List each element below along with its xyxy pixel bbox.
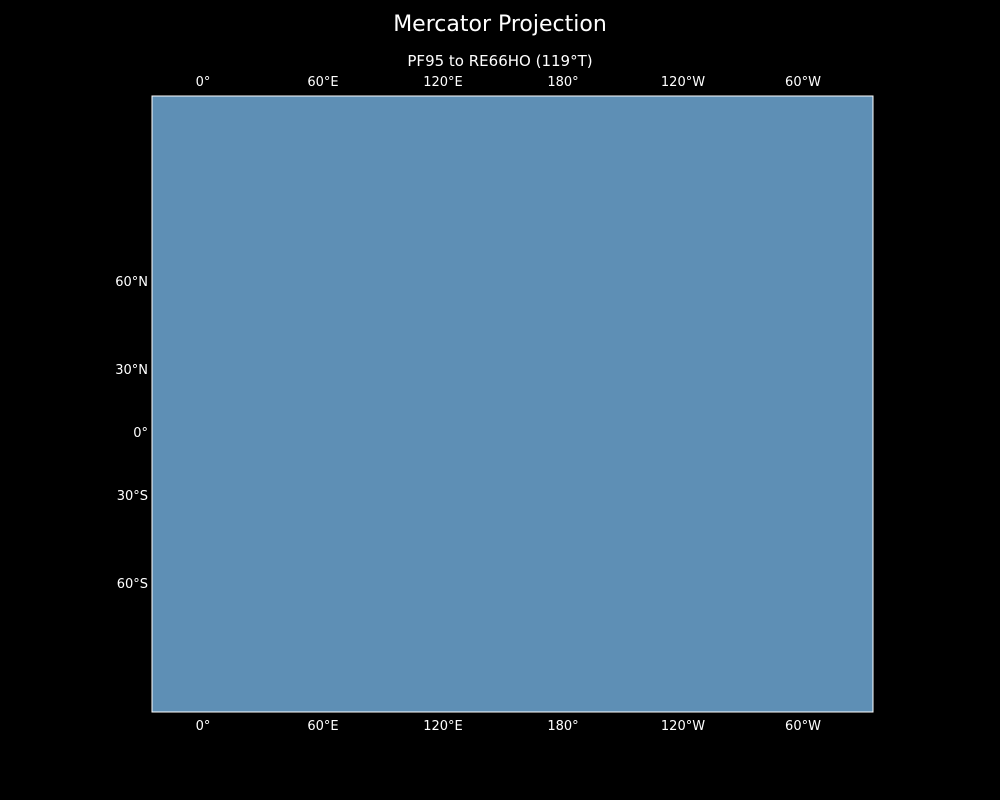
lon-tick-label-bottom: 120°E: [423, 719, 463, 734]
map-subtitle: PF95 to RE66HO (119°T): [407, 52, 593, 70]
lat-tick-label: 60°N: [115, 275, 148, 290]
lon-tick-label-top: 120°W: [661, 75, 705, 90]
lat-tick-label: 60°S: [117, 577, 148, 592]
lon-tick-label-top: 60°W: [785, 75, 821, 90]
ocean: [152, 96, 873, 712]
lon-tick-label-top: 0°: [196, 75, 211, 90]
lon-tick-label-bottom: 120°W: [661, 719, 705, 734]
lon-tick-label-bottom: 60°E: [307, 719, 338, 734]
lat-tick-label: 30°S: [117, 489, 148, 504]
lat-tick-label: 0°: [133, 426, 148, 441]
lon-tick-label-top: 120°E: [423, 75, 463, 90]
lon-tick-label-top: 180°: [547, 75, 578, 90]
lon-tick-label-bottom: 0°: [196, 719, 211, 734]
map-frame: [151, 95, 874, 713]
lat-tick-label: 30°N: [115, 363, 148, 378]
lon-tick-label-top: 60°E: [307, 75, 338, 90]
lon-tick-label-bottom: 180°: [547, 719, 578, 734]
figure-title: Mercator Projection: [393, 12, 607, 37]
lon-tick-label-bottom: 60°W: [785, 719, 821, 734]
